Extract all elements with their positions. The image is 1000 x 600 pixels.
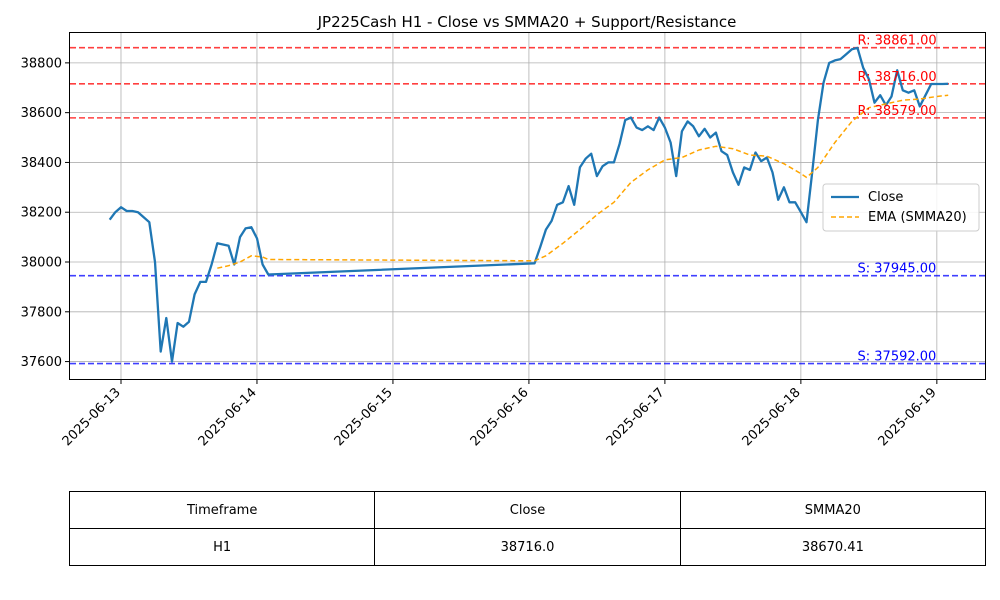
header-smma20: SMMA20 — [679, 491, 987, 529]
x-tick-label: 2025-06-18 — [740, 385, 804, 449]
resistance-label: R: 38716.00 — [858, 70, 937, 85]
header-close: Close — [374, 491, 681, 529]
cell-timeframe: H1 — [68, 528, 376, 566]
header-timeframe: Timeframe — [68, 491, 376, 529]
y-tick-label: 38000 — [21, 256, 62, 271]
smma20-line — [217, 94, 949, 269]
support-label: S: 37945.00 — [858, 262, 937, 277]
legend-close-label: Close — [868, 190, 903, 205]
x-tick-label: 2025-06-16 — [468, 385, 532, 449]
x-tick-label: 2025-06-14 — [196, 385, 260, 449]
x-tick-label: 2025-06-15 — [332, 385, 396, 449]
legend-box — [822, 183, 980, 232]
legend: Close EMA (SMMA20) — [822, 183, 980, 232]
legend-smma-label: EMA (SMMA20) — [868, 210, 967, 225]
y-tick-label: 38400 — [21, 156, 62, 171]
grid — [70, 33, 985, 379]
x-tick-label: 2025-06-13 — [60, 385, 124, 449]
series — [108, 46, 949, 363]
y-tick-label: 38600 — [21, 106, 62, 121]
y-tick-label: 37800 — [21, 305, 62, 320]
chart-title: JP225Cash H1 - Close vs SMMA20 + Support… — [317, 13, 737, 31]
y-tick-label: 38800 — [21, 56, 62, 71]
close-price-line — [108, 46, 949, 363]
price-chart: JP225Cash H1 - Close vs SMMA20 + Support… — [21, 13, 986, 449]
table-header-row: Timeframe Close SMMA20 — [68, 491, 987, 529]
y-axis: 37600 37800 38000 38200 38400 38600 38800 — [21, 56, 70, 370]
resistance-label: R: 38861.00 — [858, 34, 937, 49]
level-labels: R: 38861.00 R: 38716.00 R: 38579.00 S: 3794… — [858, 34, 937, 365]
summary-table: Timeframe Close SMMA20 H1 38716.0 38670.… — [68, 491, 987, 566]
resistance-label: R: 38579.00 — [858, 104, 937, 119]
y-tick-label: 38200 — [21, 206, 62, 221]
plot-frame — [69, 32, 986, 380]
cell-close: 38716.0 — [374, 528, 681, 566]
table-row: H1 38716.0 38670.41 — [68, 528, 987, 566]
y-tick-label: 37600 — [21, 355, 62, 370]
x-tick-label: 2025-06-19 — [876, 385, 940, 449]
x-axis: 2025-06-13 2025-06-14 2025-06-15 2025-06-16… — [60, 379, 940, 449]
summary-table-container: Timeframe Close SMMA20 H1 38716.0 38670.… — [68, 491, 987, 566]
support-label: S: 37592.00 — [858, 350, 937, 365]
cell-smma20: 38670.41 — [679, 528, 987, 566]
x-tick-label: 2025-06-17 — [604, 385, 668, 449]
